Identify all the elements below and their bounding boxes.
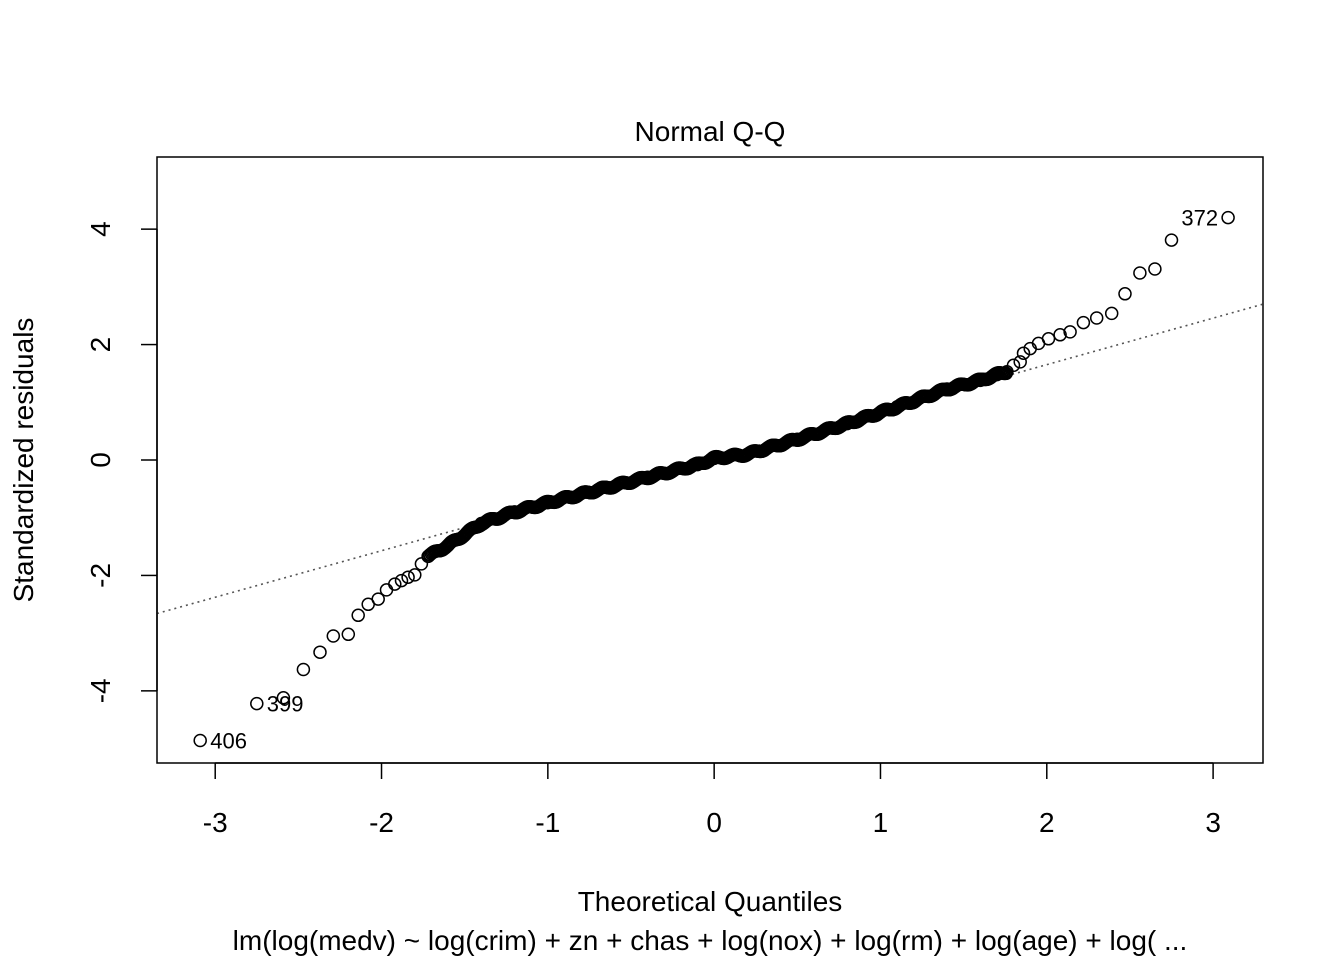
x-tick-label: 2 xyxy=(1039,807,1055,838)
data-point xyxy=(1133,266,1147,280)
y-tick-label: -2 xyxy=(85,563,116,588)
x-tick-label: -2 xyxy=(369,807,394,838)
y-axis-label: Standardized residuals xyxy=(8,318,39,603)
data-point xyxy=(1104,306,1119,321)
data-point xyxy=(351,608,365,623)
data-point xyxy=(394,573,409,588)
data-point xyxy=(1076,315,1091,330)
data-point xyxy=(313,645,327,659)
data-point xyxy=(193,733,207,748)
x-tick-label: 1 xyxy=(873,807,889,838)
x-tick-label: -3 xyxy=(203,807,228,838)
data-point xyxy=(1063,325,1077,339)
data-point xyxy=(1118,287,1132,301)
data-point xyxy=(341,627,356,642)
y-tick-label: 0 xyxy=(85,452,116,468)
x-tick-label: 0 xyxy=(706,807,722,838)
y-tick-label: 4 xyxy=(85,221,116,237)
data-point xyxy=(414,557,429,571)
y-tick-label: 2 xyxy=(85,337,116,353)
x-tick-label: -1 xyxy=(535,807,560,838)
data-point xyxy=(371,592,385,606)
data-point xyxy=(408,568,422,582)
data-point xyxy=(379,583,394,597)
y-tick-label: -4 xyxy=(85,678,116,703)
data-point xyxy=(1016,346,1031,360)
data-point xyxy=(1221,210,1235,225)
data-point xyxy=(1148,262,1162,276)
data-point xyxy=(1053,328,1067,342)
x-axis: -3 -2 -1 0 1 2 3 xyxy=(203,762,1221,838)
data-point xyxy=(1164,233,1179,247)
y-axis: -4 -2 0 2 4 xyxy=(85,221,158,703)
point-labels: 406 399 372 xyxy=(210,206,1218,754)
data-point xyxy=(250,696,264,711)
data-point xyxy=(1006,358,1021,373)
data-point xyxy=(1089,311,1104,325)
point-label-399: 399 xyxy=(267,692,304,717)
chart-title: Normal Q-Q xyxy=(635,116,786,147)
data-points xyxy=(193,210,1235,748)
x-axis-label: Theoretical Quantiles xyxy=(578,886,843,917)
model-formula: lm(log(medv) ~ log(crim) + zn + chas + l… xyxy=(233,925,1188,956)
data-point xyxy=(326,629,341,643)
data-point xyxy=(1041,332,1056,346)
data-point xyxy=(388,577,402,591)
data-point xyxy=(999,366,1013,381)
data-point xyxy=(276,691,291,705)
data-point xyxy=(401,570,415,584)
point-label-372: 372 xyxy=(1181,206,1218,231)
x-tick-label: 3 xyxy=(1205,807,1221,838)
data-point xyxy=(1013,355,1027,369)
point-label-406: 406 xyxy=(210,728,247,753)
data-point xyxy=(296,662,311,677)
